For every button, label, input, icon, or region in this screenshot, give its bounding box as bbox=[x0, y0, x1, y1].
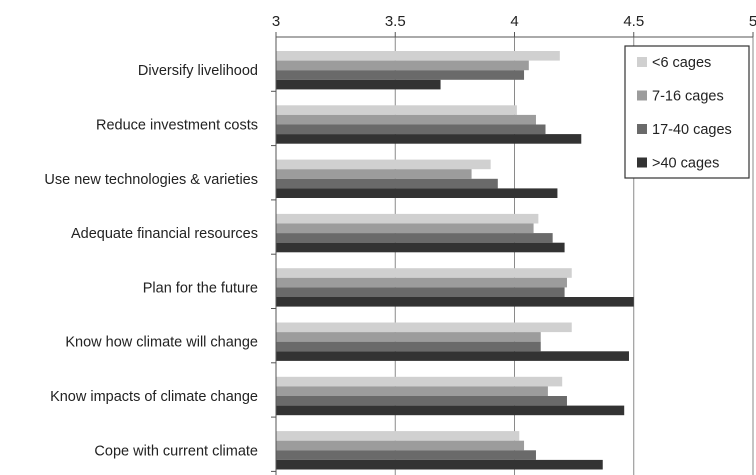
bar-6-2 bbox=[276, 396, 567, 406]
bar-3-0 bbox=[276, 213, 539, 224]
legend: <6 cages 7-16 cages 17-40 cages >40 cages bbox=[624, 45, 750, 179]
bar-5-2 bbox=[276, 341, 541, 352]
legend-label-0: <6 cages bbox=[652, 55, 711, 71]
bar-3-3 bbox=[276, 242, 565, 253]
x-tick-label-3: 4.5 bbox=[623, 13, 644, 30]
legend-label-3: >40 cages bbox=[652, 156, 719, 172]
category-label-6: Know impacts of climate change bbox=[50, 389, 258, 405]
bar-2-1 bbox=[276, 169, 472, 179]
bar-7-0 bbox=[276, 431, 520, 441]
legend-swatch-2 bbox=[637, 124, 647, 134]
category-label-7: Cope with current climate bbox=[94, 443, 258, 459]
legend-swatch-1 bbox=[637, 90, 647, 101]
bar-7-2 bbox=[276, 450, 536, 460]
x-tick-label-2: 4 bbox=[510, 13, 518, 30]
category-label-1: Reduce investment costs bbox=[96, 118, 258, 134]
bar-0-0 bbox=[276, 51, 560, 61]
x-tick-label-4: 5 bbox=[749, 13, 756, 30]
bar-4-0 bbox=[276, 268, 572, 278]
bar-6-3 bbox=[276, 405, 625, 416]
bar-0-2 bbox=[276, 70, 525, 80]
bar-5-0 bbox=[276, 322, 572, 333]
bars bbox=[276, 51, 634, 470]
bar-6-1 bbox=[276, 386, 548, 396]
category-label-2: Use new technologies & varieties bbox=[44, 172, 258, 188]
bar-7-1 bbox=[276, 440, 525, 451]
category-label-5: Know how climate will change bbox=[65, 335, 258, 351]
bar-2-0 bbox=[276, 159, 491, 170]
legend-swatch-3 bbox=[637, 157, 647, 168]
bar-5-1 bbox=[276, 332, 541, 342]
bar-0-3 bbox=[276, 79, 441, 90]
bar-1-1 bbox=[276, 114, 536, 125]
bar-7-3 bbox=[276, 459, 603, 470]
bar-5-3 bbox=[276, 351, 629, 361]
bar-0-1 bbox=[276, 60, 529, 71]
category-label-3: Adequate financial resources bbox=[71, 226, 258, 242]
bar-1-3 bbox=[276, 134, 582, 144]
legend-swatch-0 bbox=[637, 57, 647, 67]
legend-box bbox=[624, 45, 750, 179]
bar-3-2 bbox=[276, 233, 553, 243]
x-tick-label-0: 3 bbox=[272, 13, 280, 30]
legend-label-1: 7-16 cages bbox=[652, 89, 724, 105]
category-labels: Diversify livelihood Reduce investment co… bbox=[44, 63, 258, 459]
bar-1-2 bbox=[276, 124, 546, 135]
bar-2-2 bbox=[276, 178, 498, 189]
legend-label-2: 17-40 cages bbox=[652, 122, 732, 138]
bar-2-3 bbox=[276, 188, 558, 198]
bar-4-1 bbox=[276, 277, 567, 288]
category-label-0: Diversify livelihood bbox=[138, 63, 258, 79]
bar-1-0 bbox=[276, 105, 517, 115]
bar-4-3 bbox=[276, 297, 634, 307]
category-label-4: Plan for the future bbox=[143, 280, 258, 296]
bar-3-1 bbox=[276, 223, 534, 234]
bar-4-2 bbox=[276, 287, 565, 297]
x-tick-label-1: 3.5 bbox=[385, 13, 406, 30]
value-axis: 3 3.5 4 4.5 5 bbox=[271, 13, 756, 475]
bar-6-0 bbox=[276, 376, 563, 387]
